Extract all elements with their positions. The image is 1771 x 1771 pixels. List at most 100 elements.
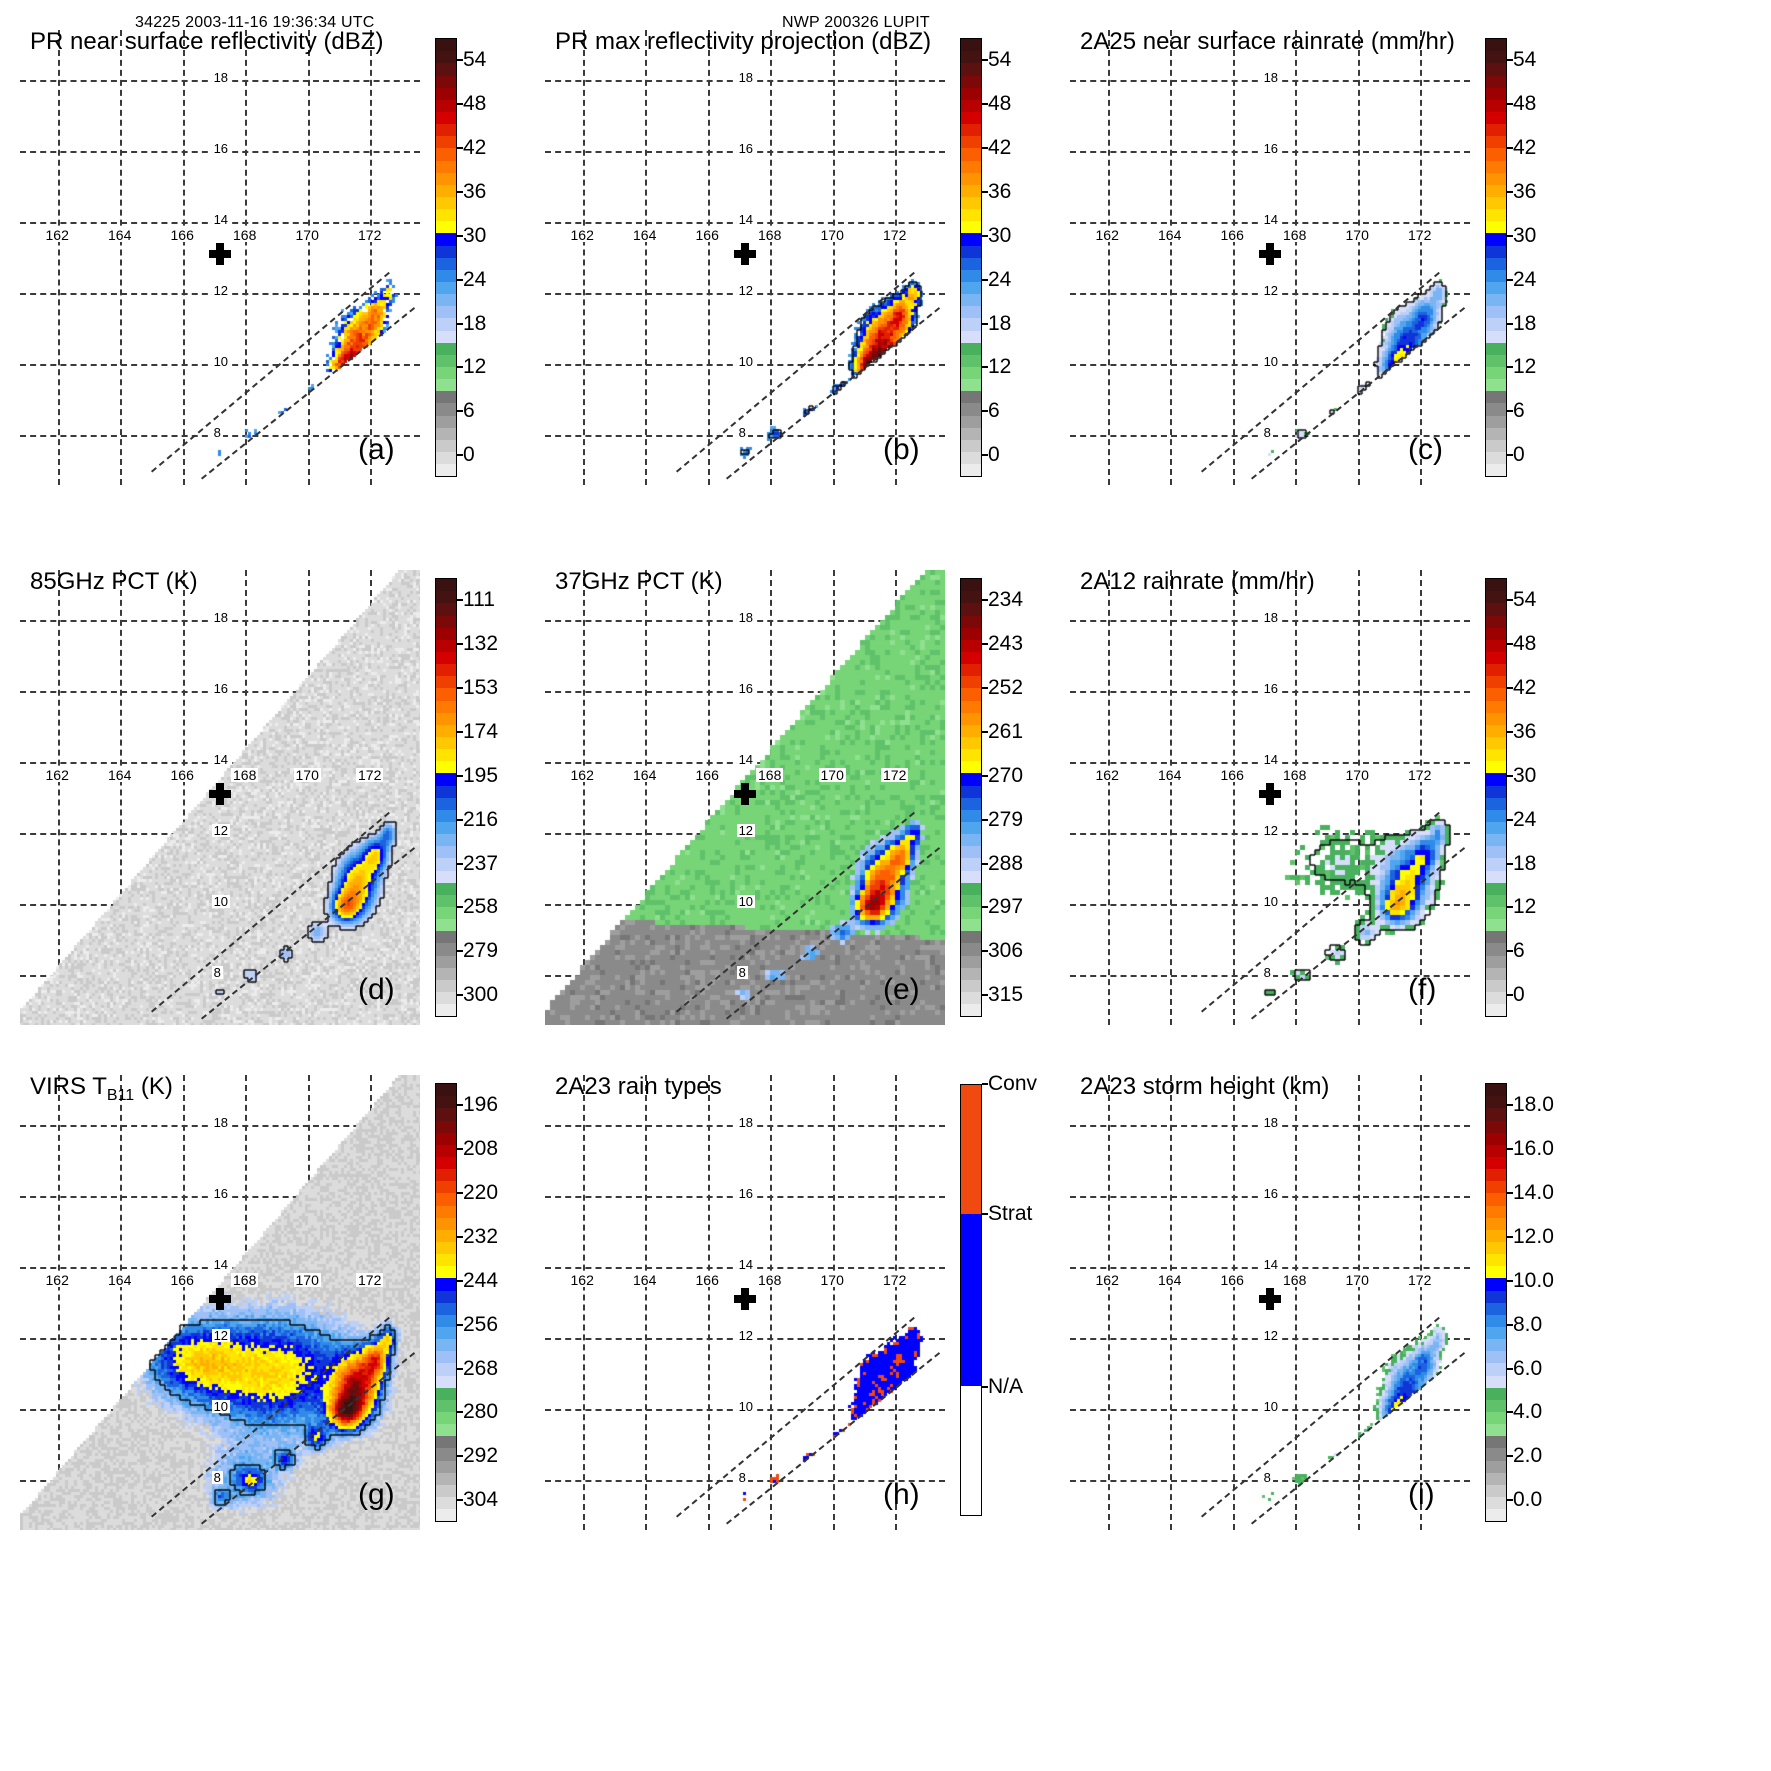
lon-tick-label-170: 170 — [818, 1271, 846, 1288]
colorbar-tick-b-4 — [982, 234, 988, 237]
lat-tick-label-18: 18 — [1261, 609, 1281, 625]
colorbar-swatch-b-2 — [961, 63, 981, 76]
colorbar-swatch-c-2 — [1486, 63, 1506, 76]
colorbar-swatch-i-9 — [1486, 1193, 1506, 1206]
panel-d[interactable]: 162 164 166 168 170 172 18 16 14 12 10 8 85GHz PCT (… — [20, 568, 540, 1025]
colorbar-swatch-b-5 — [961, 99, 981, 113]
lon-tick-label-164: 164 — [106, 226, 134, 243]
lat-tick-label-8: 8 — [1261, 425, 1273, 441]
colorbar-swatch-i-8 — [1486, 1181, 1506, 1194]
lat-tick-label-12: 12 — [211, 823, 231, 839]
colorbar-label-e-4: 270 — [988, 763, 1024, 787]
plot-area-h[interactable]: 162 164 166 168 170 172 18 16 14 12 10 8 — [545, 1075, 945, 1530]
colorbar-swatch-c-9 — [1486, 148, 1506, 161]
colorbar-swatch-c-7 — [1486, 124, 1506, 137]
colorbar-tick-a-0 — [457, 59, 463, 62]
colorbar-swatch-e-23 — [961, 858, 981, 871]
colorbar-tick-g-1 — [457, 1148, 463, 1151]
colorbar-swatch-g-31 — [436, 1460, 456, 1473]
colorbar-swatch-a-27 — [436, 366, 456, 380]
colorbar-label-a-6: 18 — [463, 311, 487, 335]
colorbar-tick-e-6 — [982, 862, 988, 865]
colorbar-swatch-b-33 — [961, 439, 981, 452]
colorbar-label-a-9: 0 — [463, 443, 475, 467]
colorbar-swatch-c-1 — [1486, 51, 1506, 64]
plot-area-e[interactable]: 162 164 166 168 170 172 18 16 14 12 10 8 — [545, 570, 945, 1025]
panel-a[interactable]: 162 164 166 168 170 172 18 16 14 12 10 8 PR near sur… — [20, 28, 540, 485]
colorbar-label-b-4: 30 — [988, 223, 1012, 247]
colorbar-label-a-5: 24 — [463, 267, 487, 291]
colorbar-swatch-d-24 — [436, 870, 456, 883]
colorbar-label-g-5: 256 — [463, 1312, 499, 1336]
panel-g[interactable]: 162 164 166 168 170 172 18 16 14 12 10 8 VIRS TB11 (… — [20, 1073, 540, 1530]
panel-i[interactable]: 162 164 166 168 170 172 18 16 14 12 10 8 2A23 storm … — [1070, 1073, 1590, 1530]
colorbar-swatch-d-30 — [436, 943, 456, 956]
panel-title-f: 2A12 rainrate (mm/hr) — [1080, 568, 1315, 595]
colorbar-gradient-c — [1485, 38, 1507, 478]
colorbar-swatch-e-11 — [961, 712, 981, 725]
colorbar-label-a-2: 42 — [463, 135, 487, 159]
colorbar-swatch-i-22 — [1486, 1351, 1506, 1364]
colorbar-tick-g-6 — [457, 1367, 463, 1370]
colorbar-label-d-1: 132 — [463, 632, 499, 656]
plot-area-a[interactable]: 162 164 166 168 170 172 18 16 14 12 10 8 — [20, 30, 420, 485]
colorbar-swatch-g-23 — [436, 1363, 456, 1376]
colorbar-tick-d-5 — [457, 818, 463, 821]
panel-b[interactable]: 162 164 166 168 170 172 18 16 14 12 10 8 PR max refl… — [545, 28, 1065, 485]
lat-tick-label-18: 18 — [211, 609, 231, 625]
colorbar-swatch-g-19 — [436, 1314, 456, 1327]
plot-area-c[interactable]: 162 164 166 168 170 172 18 16 14 12 10 8 — [1070, 30, 1470, 485]
colorbar-tick-c-9 — [1507, 454, 1513, 457]
lat-tick-label-10: 10 — [1261, 354, 1281, 370]
panel-label-g: (g) — [358, 1478, 395, 1511]
lon-tick-label-170: 170 — [1343, 766, 1371, 783]
colorbar-tick-c-1 — [1507, 103, 1513, 106]
colorbar-swatch-d-17 — [436, 785, 456, 798]
panel-e[interactable]: 162 164 166 168 170 172 18 16 14 12 10 8 37GHz PCT (… — [545, 568, 1065, 1025]
colorbar-tick-c-7 — [1507, 366, 1513, 369]
colorbar-swatch-d-3 — [436, 615, 456, 628]
lon-tick-label-168: 168 — [756, 1271, 784, 1288]
colorbar-swatch-d-8 — [436, 676, 456, 689]
colorbar-swatch-i-18 — [1486, 1302, 1506, 1315]
colorbar-swatch-e-30 — [961, 943, 981, 956]
colorbar-swatch-i-5 — [1486, 1144, 1506, 1158]
colorbar-swatch-a-10 — [436, 160, 456, 173]
panel-c[interactable]: 162 164 166 168 170 172 18 16 14 12 10 8 2A25 near s… — [1070, 28, 1590, 485]
lon-tick-label-164: 164 — [631, 226, 659, 243]
plot-area-g[interactable]: 162 164 166 168 170 172 18 16 14 12 10 8 — [20, 1075, 420, 1530]
plot-area-f[interactable]: 162 164 166 168 170 172 18 16 14 12 10 8 — [1070, 570, 1470, 1025]
colorbar-swatch-g-26 — [436, 1399, 456, 1412]
colorbar-swatch-g-35 — [436, 1509, 456, 1522]
lon-tick-label-170: 170 — [293, 766, 321, 783]
colorbar-swatch-d-29 — [436, 931, 456, 944]
colorbar-swatch-b-12 — [961, 184, 981, 198]
colorbar-swatch-f-11 — [1486, 712, 1506, 725]
lat-tick-label-16: 16 — [736, 1185, 756, 1201]
lat-tick-label-12: 12 — [736, 1328, 756, 1344]
plot-area-d[interactable]: 162 164 166 168 170 172 18 16 14 12 10 8 — [20, 570, 420, 1025]
colorbar-swatch-e-10 — [961, 700, 981, 713]
colorbar-label-a-3: 36 — [463, 179, 487, 203]
lat-tick-label-14: 14 — [736, 211, 756, 227]
colorbar-gradient-i — [1485, 1083, 1507, 1523]
plot-area-i[interactable]: 162 164 166 168 170 172 18 16 14 12 10 8 — [1070, 1075, 1470, 1530]
colorbar-label-e-9: 315 — [988, 983, 1024, 1007]
panel-h[interactable]: 162 164 166 168 170 172 18 16 14 12 10 8 2A23 rain t… — [545, 1072, 1065, 1530]
colorbar-label-e-0: 234 — [988, 588, 1024, 612]
colorbar-swatch-i-17 — [1486, 1290, 1506, 1303]
colorbar-swatch-e-34 — [961, 991, 981, 1005]
colorbar-swatch-g-33 — [436, 1484, 456, 1497]
panel-title-b: PR max reflectivity projection (dBZ) — [555, 28, 932, 55]
plot-area-b[interactable]: 162 164 166 168 170 172 18 16 14 12 10 8 — [545, 30, 945, 485]
panel-f[interactable]: 162 164 166 168 170 172 18 16 14 12 10 8 2A12 rainra… — [1070, 568, 1590, 1025]
lat-tick-label-16: 16 — [211, 140, 231, 156]
lon-tick-label-172: 172 — [1406, 766, 1434, 783]
storm-center-cross — [1259, 782, 1281, 805]
colorbar-swatch-a-24 — [436, 330, 456, 343]
colorbar-swatch-c-13 — [1486, 197, 1506, 210]
colorbar-swatch-a-31 — [436, 415, 456, 428]
colorbar-swatch-f-8 — [1486, 676, 1506, 689]
lon-tick-label-166: 166 — [693, 1271, 721, 1288]
colorbar-swatch-d-23 — [436, 858, 456, 871]
